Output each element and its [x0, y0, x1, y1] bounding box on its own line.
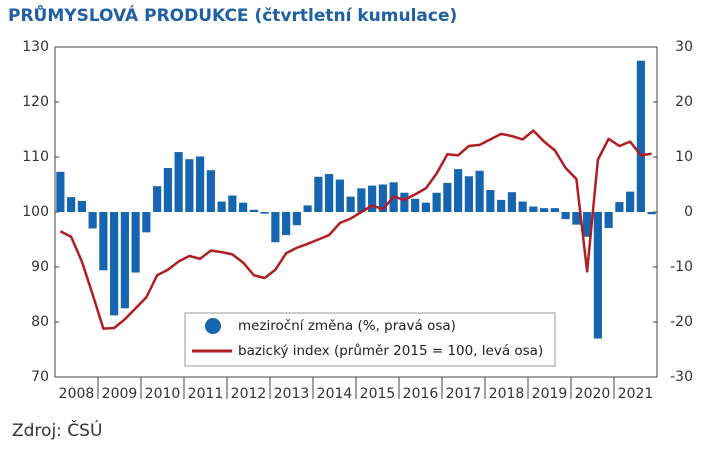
bar: [185, 159, 194, 212]
bar: [421, 202, 430, 212]
y-tick-label: 100: [22, 204, 49, 220]
y2-tick-label: -30: [670, 369, 693, 385]
bar: [378, 184, 387, 212]
bar: [507, 192, 516, 212]
bar: [572, 212, 581, 225]
bar: [56, 171, 65, 212]
bar: [529, 206, 538, 212]
x-tick-label: 2013: [274, 386, 310, 402]
bar: [282, 212, 291, 236]
bar: [486, 190, 495, 212]
bar: [497, 199, 506, 212]
bar: [443, 182, 452, 212]
bar: [561, 212, 570, 220]
line: [59, 129, 652, 330]
x-tick-label: 2015: [360, 386, 396, 402]
x-tick-label: 2011: [188, 386, 224, 402]
x-tick-label: 2012: [231, 386, 267, 402]
bar: [475, 170, 484, 212]
bar: [636, 60, 645, 212]
bar: [163, 168, 172, 212]
bar: [593, 212, 602, 339]
y-tick-label: 80: [31, 314, 49, 330]
bar: [604, 212, 613, 228]
bar: [260, 212, 269, 214]
bar: [346, 196, 355, 212]
bar: [540, 208, 549, 212]
y-tick-label: 120: [22, 94, 49, 110]
x-tick-label: 2018: [489, 386, 525, 402]
bar: [626, 191, 635, 212]
bar: [325, 174, 334, 212]
x-tick-label: 2010: [145, 386, 181, 402]
bar: [292, 212, 301, 226]
bar: [99, 212, 108, 271]
bar: [131, 212, 140, 273]
y2-tick-label: 10: [675, 149, 693, 165]
bar: [67, 197, 76, 212]
legend-label: meziroční změna (%, pravá osa): [238, 318, 456, 334]
bar: [228, 195, 237, 212]
bar: [368, 185, 377, 212]
x-tick-label: 2017: [446, 386, 482, 402]
x-tick-label: 2009: [102, 386, 138, 402]
y2-tick-label: -10: [670, 259, 693, 275]
legend-box: [184, 312, 556, 367]
y-tick-label: 70: [31, 369, 49, 385]
bar: [583, 212, 592, 237]
bar: [217, 201, 226, 212]
chart-title: PRŮMYSLOVÁ PRODUKCE (čtvrtletní kumulace…: [8, 3, 457, 26]
x-tick-label: 2021: [618, 386, 654, 402]
bar: [518, 201, 527, 212]
x-tick-label: 2014: [317, 386, 353, 402]
y2-tick-label: 30: [675, 39, 693, 55]
bar: [249, 209, 258, 212]
legend-label: bazický index (průměr 2015 = 100, levá o…: [238, 343, 543, 359]
y-tick-label: 90: [31, 259, 49, 275]
bar: [314, 176, 323, 212]
bar: [400, 192, 409, 212]
y2-tick-label: 0: [684, 204, 693, 220]
bar: [454, 169, 463, 212]
bar: [153, 186, 162, 212]
x-tick-label: 2016: [403, 386, 439, 402]
bar: [647, 212, 656, 215]
bar: [206, 170, 215, 212]
bar: [239, 202, 248, 212]
legend-marker: [205, 318, 221, 334]
bar: [174, 152, 183, 212]
bar: [432, 192, 441, 212]
y2-tick-label: 20: [675, 94, 693, 110]
bar: [550, 208, 559, 212]
bar: [357, 188, 366, 212]
bar: [464, 176, 473, 212]
y-tick-label: 110: [22, 149, 49, 165]
x-tick-label: 2008: [59, 386, 95, 402]
bar: [271, 212, 280, 243]
bar: [411, 198, 420, 212]
bar: [88, 212, 97, 229]
bar: [77, 201, 86, 212]
bar: [110, 212, 119, 316]
bar: [120, 212, 129, 309]
source: Zdroj: ČSÚ: [12, 419, 102, 441]
x-tick-label: 2019: [532, 386, 568, 402]
bar: [196, 156, 205, 212]
bar: [303, 205, 312, 212]
bar: [142, 212, 151, 233]
y2-tick-label: -20: [670, 314, 693, 330]
bar: [335, 179, 344, 212]
bar: [615, 202, 624, 212]
y-tick-label: 130: [22, 39, 49, 55]
x-tick-label: 2020: [575, 386, 611, 402]
